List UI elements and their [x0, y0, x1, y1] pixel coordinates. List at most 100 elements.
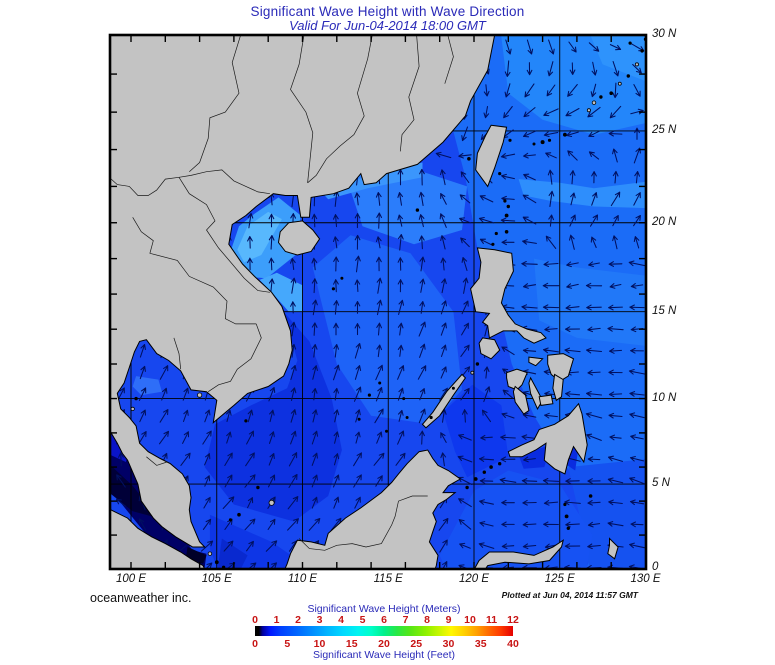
ocean-region-sulu-sea: [443, 384, 509, 478]
island-dot: [563, 502, 567, 507]
island-dot: [130, 406, 135, 411]
legend-feet-scale: 0 5 10 15 20 25 30 35 40: [245, 638, 523, 650]
legend-title-feet: Significant Wave Height (Feet): [312, 649, 455, 661]
island-dot: [331, 287, 335, 291]
plotted-timestamp: Plotted at Jun 04, 2014 11:57 GMT: [501, 590, 638, 600]
ocean-region-celebes-sea: [439, 470, 593, 569]
lon-label: 130 E: [630, 573, 661, 585]
lon-label: 105 E: [201, 573, 232, 585]
map-frame: [108, 33, 648, 571]
island-dot: [197, 392, 203, 398]
ocean-region-scs-dark-southwest: [204, 311, 342, 522]
island-dot: [451, 386, 455, 390]
island-dot: [622, 30, 625, 33]
legend-meters-scale: 0 1 2 3 4 5 6 7 8 9 10 11 12: [245, 614, 523, 626]
land-leyte: [552, 373, 564, 402]
lat-label: 15 N: [652, 304, 677, 317]
island-dot: [640, 49, 644, 53]
country-border: [189, 35, 242, 172]
country-border: [178, 169, 270, 195]
legend-colorbar: [255, 626, 513, 636]
legend-feet-value: 35: [474, 638, 487, 650]
island-dot: [540, 140, 545, 145]
lat-label: 20 N: [652, 215, 677, 228]
legend-feet-value: 20: [378, 638, 390, 650]
island-dot: [475, 362, 480, 366]
country-border: [298, 495, 428, 551]
chart-title: Significant Wave Height with Wave Direct…: [250, 4, 525, 19]
island-dot: [340, 276, 344, 280]
legend-feet-value: 25: [410, 638, 423, 650]
island-dot: [563, 132, 567, 137]
island-dot: [367, 393, 371, 397]
island-dot: [626, 74, 630, 78]
island-dot: [504, 213, 509, 218]
country-border: [132, 217, 257, 325]
legend-meters-value: 11: [485, 614, 498, 626]
legend-meters-value: 6: [381, 614, 387, 626]
legend-feet-value: 5: [284, 638, 291, 650]
legend-feet-value: 10: [313, 638, 326, 650]
island-dot: [634, 62, 639, 67]
country-border: [208, 323, 262, 392]
island-dot: [384, 429, 388, 433]
lat-label: 30 N: [652, 28, 677, 41]
legend-title-meters: Significant Wave Height (Meters): [307, 603, 461, 615]
land-taiwan: [475, 124, 508, 188]
island-dot: [498, 462, 502, 466]
legend-feet-value: 0: [252, 638, 258, 650]
land-sulawesi-arm: [473, 539, 564, 569]
legend-meters-value: 5: [359, 614, 366, 626]
landmasses: [110, 30, 646, 569]
island-dot: [564, 514, 569, 519]
lat-label: 0: [652, 561, 659, 573]
legend-meters-value: 1: [273, 614, 280, 626]
island-dot: [504, 230, 509, 234]
ocean-region-tonkin-core: [237, 211, 282, 263]
island-dot: [470, 370, 475, 375]
land-bohol: [538, 394, 554, 406]
island-dot: [214, 560, 219, 565]
island-dot: [586, 108, 591, 113]
legend-meters-value: 0: [252, 614, 258, 626]
land-negros: [512, 385, 530, 415]
island-dot: [566, 526, 570, 530]
country-border: [444, 35, 454, 84]
ocean-region-karimata-dark: [217, 538, 248, 569]
legend-meters-value: 10: [464, 614, 476, 626]
island-dot: [506, 204, 510, 209]
island-dot: [465, 485, 469, 490]
island-dot: [498, 172, 502, 176]
island-dot: [357, 417, 361, 421]
island-dot: [617, 81, 622, 86]
legend-feet-value: 40: [507, 638, 519, 650]
lon-label: 120 E: [458, 573, 490, 585]
legend-meters-value: 2: [295, 614, 301, 626]
island-dot: [547, 138, 552, 142]
legend-feet-value: 15: [345, 638, 358, 650]
island-dot: [503, 199, 507, 203]
island-dot: [244, 419, 248, 423]
land-sumatra: [110, 508, 206, 569]
land-china-indochina: [110, 35, 496, 548]
island-dot: [134, 396, 138, 401]
legend-meters-value: 8: [424, 614, 430, 626]
lon-label: 125 E: [544, 573, 575, 585]
island-dot: [405, 415, 409, 419]
country-border: [146, 456, 168, 466]
land-panay: [506, 368, 528, 391]
island-dot: [268, 499, 275, 506]
ocean-region-singapore-black: [185, 547, 207, 564]
land-luzon: [470, 247, 547, 344]
ocean-region-pacific-corner-light: [590, 35, 646, 82]
island-dot: [609, 91, 613, 95]
island-dot: [494, 231, 498, 236]
country-border: [110, 176, 180, 196]
island-dot: [228, 518, 233, 522]
lon-label: 100 E: [115, 573, 147, 585]
country-border: [173, 337, 182, 370]
legend-meters-value: 12: [507, 614, 519, 626]
land-mindanao: [507, 402, 588, 475]
